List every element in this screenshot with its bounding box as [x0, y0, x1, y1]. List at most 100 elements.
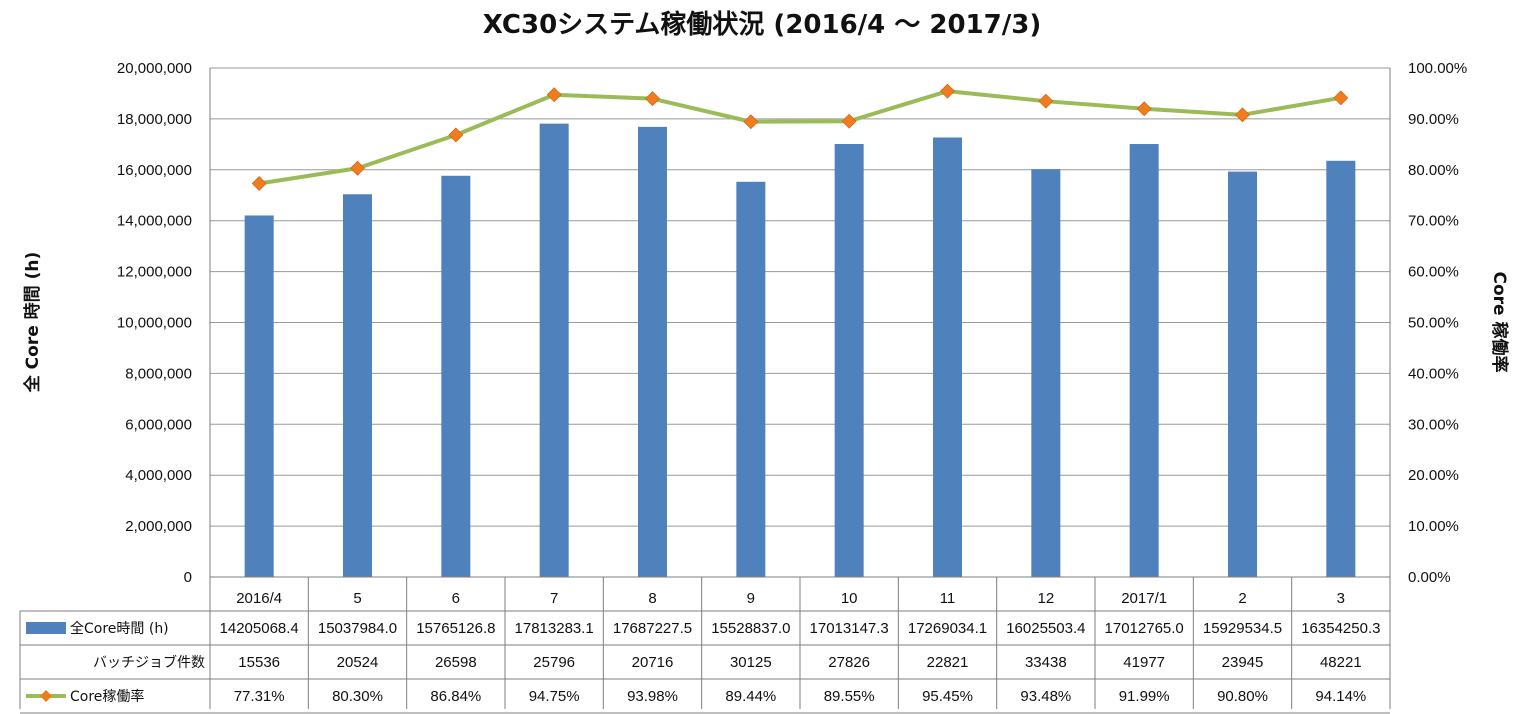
line-point	[251, 176, 267, 191]
data-table: 2016/4 5 6 7 8 9 10 11 12 2017/1 2 3 全Core時間 (h) 1420…	[19, 577, 1391, 714]
data-label: 16354250.3	[1301, 620, 1380, 637]
line-point	[743, 114, 759, 130]
bar	[1326, 160, 1356, 577]
axes: 0 0.00% 2,000,000 10.00% 4,000,000 20.00% 6,00…	[117, 60, 1467, 586]
y-left-tick-label: 12,000,000	[117, 264, 192, 281]
data-label: 91.99%	[1119, 688, 1170, 705]
bar	[1031, 169, 1061, 577]
data-label: 17687227.5	[613, 620, 692, 637]
line-point	[1038, 93, 1054, 109]
data-label: 80.30%	[332, 688, 383, 705]
gridlines	[210, 67, 1390, 527]
data-label: 20716	[632, 654, 674, 671]
data-label: 89.44%	[725, 688, 776, 705]
y-left-tick-label: 18,000,000	[117, 111, 192, 128]
line-point	[546, 87, 562, 103]
y-right-tick-label: 10.00%	[1408, 518, 1459, 535]
bar	[1129, 144, 1159, 577]
x-tick-label: 11	[940, 590, 956, 607]
y-left-tick-label: 20,000,000	[117, 60, 192, 77]
line-point	[1136, 101, 1152, 117]
y-right-tick-label: 0.00%	[1408, 569, 1451, 586]
data-label: 15765126.8	[416, 620, 495, 637]
y-left-tick-label: 8,000,000	[125, 365, 192, 382]
y-left-tick-label: 4,000,000	[125, 467, 192, 484]
y-left-tick-label: 10,000,000	[117, 315, 192, 332]
x-tick-label: 8	[648, 590, 656, 607]
y-right-tick-label: 90.00%	[1408, 111, 1459, 128]
y-left-tick-label: 6,000,000	[125, 416, 192, 433]
data-label: 33438	[1025, 654, 1067, 671]
y-right-tick-label: 100.00%	[1408, 60, 1467, 77]
data-label: 90.80%	[1217, 688, 1268, 705]
y-right-tick-label: 70.00%	[1408, 213, 1459, 230]
line-point	[350, 160, 365, 176]
y-right-tick-label: 20.00%	[1408, 467, 1459, 484]
data-label: 22821	[927, 654, 969, 671]
bar-series	[244, 123, 1356, 578]
line-point	[645, 91, 660, 107]
bar	[1228, 171, 1257, 577]
data-label: 86.84%	[430, 688, 481, 705]
series-line	[258, 89, 1342, 186]
legend-entry: Core稼働率	[70, 688, 144, 705]
x-tick-label: 10	[841, 590, 858, 607]
data-label: 77.31%	[234, 688, 285, 705]
data-label: 41977	[1123, 654, 1165, 671]
bar	[343, 194, 372, 577]
y-right-tick-label: 60.00%	[1408, 264, 1459, 281]
line-point	[1333, 90, 1349, 106]
data-label: 95.45%	[922, 688, 973, 705]
data-label: 23945	[1222, 654, 1264, 671]
line-series	[251, 83, 1349, 191]
data-label: 27826	[828, 654, 870, 671]
data-label: 17012765.0	[1105, 620, 1184, 637]
data-label: 94.75%	[529, 688, 580, 705]
y-left-tick-label: 2,000,000	[125, 518, 192, 535]
y-axis-left-title: 全 Core 時間 (h)	[22, 252, 43, 393]
y-right-tick-label: 50.00%	[1408, 315, 1459, 332]
data-label: 17269034.1	[908, 620, 987, 637]
data-label: 93.98%	[627, 688, 678, 705]
y-left-tick-label: 14,000,000	[117, 213, 192, 230]
x-tick-label: 2	[1238, 590, 1246, 607]
bar	[441, 175, 471, 577]
bar	[834, 144, 864, 578]
y-right-tick-label: 80.00%	[1408, 162, 1459, 179]
legend-key-marker	[40, 690, 52, 702]
line-point	[448, 127, 464, 143]
y-right-tick-label: 30.00%	[1408, 416, 1459, 433]
data-label: 15528837.0	[711, 620, 790, 637]
x-tick-label: 12	[1037, 590, 1054, 607]
data-label: 26598	[435, 654, 477, 671]
data-label: 94.14%	[1315, 688, 1366, 705]
data-label: 15536	[238, 654, 280, 671]
bar	[933, 137, 962, 577]
data-label: 93.48%	[1020, 688, 1071, 705]
bar	[638, 126, 667, 578]
y-left-tick-label: 0	[184, 569, 192, 586]
line-point	[940, 83, 955, 99]
data-label: 16025503.4	[1006, 620, 1085, 637]
y-axis-right-title: Core 稼働率	[1489, 272, 1510, 373]
data-label: 15929534.5	[1203, 620, 1282, 637]
y-left-tick-label: 16,000,000	[117, 162, 192, 179]
legend-entry: バッチジョブ件数	[93, 654, 205, 671]
data-label: 89.55%	[824, 688, 875, 705]
data-label: 48221	[1320, 654, 1362, 671]
x-tick-label: 5	[353, 590, 361, 607]
legend-entry: 全Core時間 (h)	[70, 620, 169, 637]
data-label: 17013147.3	[810, 620, 889, 637]
bar	[244, 215, 274, 577]
x-tick-label: 2017/1	[1121, 590, 1167, 607]
legend-key-bar	[26, 622, 66, 634]
x-tick-label: 3	[1337, 590, 1345, 607]
x-tick-label: 2016/4	[236, 590, 282, 607]
bar	[736, 181, 766, 578]
data-label: 17813283.1	[515, 620, 594, 637]
data-label: 25796	[533, 654, 575, 671]
x-tick-label: 7	[550, 590, 558, 607]
line-point	[841, 113, 857, 129]
